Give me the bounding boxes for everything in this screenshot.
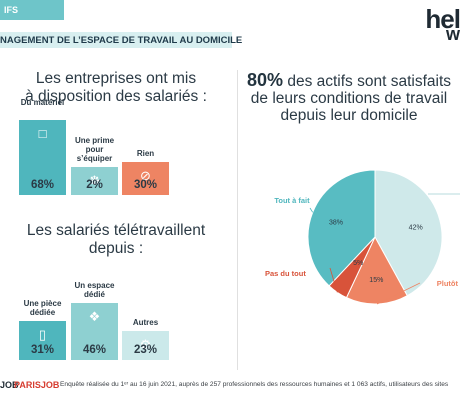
bar-2 <box>122 331 169 360</box>
pie-value-label: 5% <box>353 260 363 267</box>
headline-line1: 80% des actifs sont satisfaits <box>238 70 460 90</box>
divider <box>237 70 238 370</box>
bar-category-label: Une prime pour s’équiper <box>74 136 115 163</box>
bar-category-label: Du matériel <box>20 98 65 108</box>
pie-value-label: 15% <box>369 277 383 284</box>
headline-line3: depuis leur domicile <box>280 107 418 124</box>
section2-title-line1: Les salariés télétravaillent <box>26 222 206 239</box>
pie-slice-1 <box>374 169 443 297</box>
headline-line2: de leurs conditions de travail <box>250 90 448 107</box>
pie-category-label: Pas du tout <box>265 269 306 278</box>
desk-icon: ❖ <box>88 308 101 324</box>
bar-value-label: 68% <box>30 179 55 191</box>
footer <box>0 372 460 400</box>
bar-value-label: 23% <box>133 344 158 356</box>
bar-1 <box>71 302 118 360</box>
pie-slice-2 <box>345 235 408 305</box>
headline-rest: des actifs sont satisfaits <box>283 73 452 90</box>
bar-category-label: Autres <box>132 318 159 328</box>
pie-value-label: 42% <box>409 225 423 232</box>
door-icon: ▯ <box>38 327 47 343</box>
logo-bottom: w <box>445 24 460 44</box>
pie-category-label: Tout à fait <box>274 196 310 205</box>
footer-logo-job: JOB <box>0 380 19 390</box>
bar-value-label: 30% <box>133 179 158 191</box>
header-band <box>0 32 232 48</box>
section1-title: Les entreprises ont mis à disposition de… <box>0 70 232 106</box>
pie-leader-line <box>329 267 338 293</box>
section1-title-line2: à disposition des salariés : <box>25 88 207 105</box>
top-bar: IFS hel <box>0 0 460 34</box>
bar-0 <box>19 120 66 195</box>
hand-coin-icon: ☸ <box>88 173 101 188</box>
headline: 80% des actifs sont satisfaits de leurs … <box>238 70 460 124</box>
bar-category-label: Rien <box>136 149 155 158</box>
section1-title-line1: Les entreprises ont mis <box>35 70 197 87</box>
bar-category-label: Un espace dédié <box>74 280 115 299</box>
bar-2 <box>122 162 169 195</box>
bar-category-label: Une pièce dédiée <box>23 299 62 318</box>
bar-1 <box>71 167 118 195</box>
bar-value-label: 46% <box>82 344 107 356</box>
bar-value-label: 2% <box>86 179 103 191</box>
bar-0 <box>19 321 66 360</box>
page-title: NAGEMENT DE L’ESPACE DE TRAVAIL AU DOMIC… <box>0 35 243 46</box>
section2-title-line2: depuis : <box>88 240 144 257</box>
logo: hel <box>425 4 460 34</box>
pie-leader-line <box>309 207 314 213</box>
pie-category-label: Plutôt <box>437 279 459 288</box>
pie-value-label: 38% <box>329 220 343 227</box>
footer-logo-parisjob: PARISJOB <box>14 380 60 390</box>
footer-text: Enquête réalisée du 1ᵉʳ au 16 juin 2021,… <box>60 381 449 388</box>
gear-icon: ⚙ <box>139 337 152 353</box>
monitor-icon: □ <box>38 126 47 142</box>
bar-value-label: 31% <box>30 344 55 356</box>
section-tag: IFS <box>0 0 64 20</box>
section2-title: Les salariés télétravaillent depuis : <box>0 222 232 258</box>
pie-leader-line <box>376 282 421 305</box>
no-sign-icon: ⊘ <box>140 168 151 183</box>
headline-pct: 80% <box>246 70 284 90</box>
